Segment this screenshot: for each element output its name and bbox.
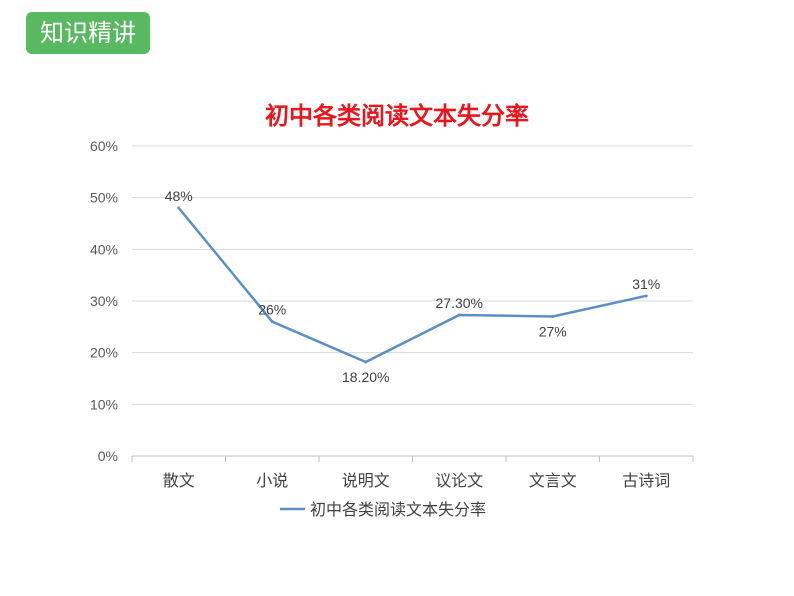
x-category-label: 古诗词 — [622, 471, 670, 490]
legend-label: 初中各类阅读文本失分率 — [310, 500, 486, 519]
data-label: 31% — [632, 276, 660, 292]
section-badge: 知识精讲 — [26, 12, 150, 54]
x-category-label: 说明文 — [342, 471, 390, 490]
data-label: 48% — [165, 188, 193, 204]
data-label: 18.20% — [342, 369, 389, 385]
y-tick-label: 60% — [90, 138, 118, 154]
data-label: 27% — [539, 324, 567, 340]
data-point — [551, 315, 555, 318]
data-label: 27.30% — [436, 295, 483, 311]
y-tick-label: 20% — [90, 345, 118, 361]
data-point — [270, 320, 274, 324]
data-point — [644, 294, 648, 298]
y-tick-label: 40% — [90, 241, 118, 257]
data-point — [364, 360, 368, 364]
y-tick-label: 30% — [90, 293, 118, 309]
y-tick-label: 10% — [90, 396, 118, 412]
y-tick-label: 50% — [90, 190, 118, 206]
chart-title: 初中各类阅读文本失分率 — [265, 102, 529, 130]
data-point — [177, 206, 181, 210]
data-label: 26% — [258, 302, 286, 318]
series-line — [177, 207, 647, 364]
x-category-label: 文言文 — [529, 471, 577, 490]
y-tick-label: 0% — [98, 448, 118, 464]
data-point — [457, 313, 461, 317]
x-category-label: 散文 — [163, 471, 195, 490]
x-category-label: 议论文 — [435, 471, 483, 490]
x-category-label: 小说 — [256, 471, 288, 490]
